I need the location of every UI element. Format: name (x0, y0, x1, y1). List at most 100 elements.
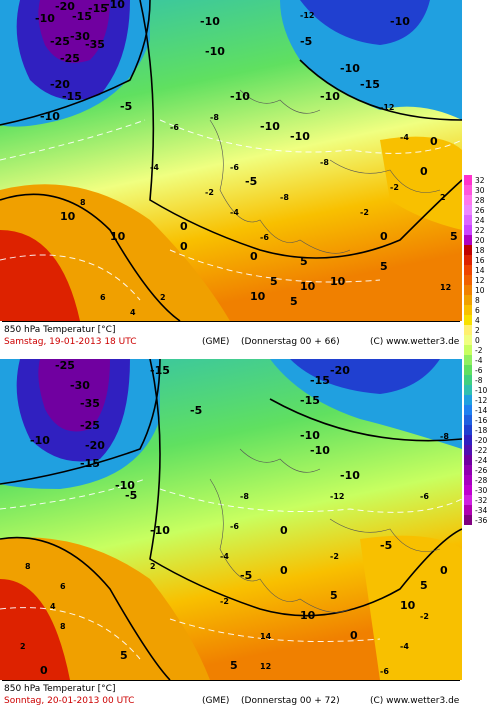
contour-label: -10 (290, 130, 310, 143)
contour-label: -8 (210, 113, 219, 122)
contour-label: -5 (190, 404, 202, 417)
contour-label: -35 (85, 38, 105, 51)
contour-label: -20 (50, 78, 70, 91)
colorbar-cell (464, 265, 472, 275)
colorbar-cell (464, 275, 472, 285)
warm-region-east-2 (360, 535, 462, 680)
map-panel-1: -10 -20 -15 -15 -10 -25 -30 -35 -25 -20 -15 -10 -5 -1… (0, 0, 497, 352)
colorbar-cell (464, 365, 472, 375)
coldest-core-west (38, 0, 111, 63)
colorbar-tick-label: -28 (475, 476, 487, 485)
temperature-map-2: -25-30-35-25-20-15-10-15-10-5-10-5-15-20… (0, 359, 462, 680)
contour-label: -20 (85, 439, 105, 452)
colorbar-tick-label: 10 (475, 286, 485, 295)
contour-label: -5 (125, 489, 137, 502)
contour-label: -10 (40, 110, 60, 123)
colorbar-tick-label: 32 (475, 176, 485, 185)
contour-label: 5 (290, 295, 298, 308)
contour-label: -10 (310, 444, 330, 457)
contour-label: 2 (150, 562, 156, 571)
colorbar-cell (464, 495, 472, 505)
run-info-2: (Donnerstag 00 + 72) (241, 696, 340, 706)
colorbar-tick-label: -2 (475, 346, 483, 355)
contour-label: 8 (60, 622, 66, 631)
contour-label: -25 (60, 52, 80, 65)
colorbar-cell (464, 325, 472, 335)
model-name-1: (GME) (202, 337, 230, 347)
contour-label: -8 (240, 492, 249, 501)
contour-label: -6 (230, 163, 239, 172)
contour-label: -4 (150, 163, 159, 172)
colorbar-tick-label: 12 (475, 276, 485, 285)
contour-label: -4 (220, 552, 229, 561)
colorbar-tick-label: -4 (475, 356, 483, 365)
valid-date-2: Sonntag, 20-01-2013 00 UTC (4, 696, 135, 706)
map-title-2: 850 hPa Temperatur [°C] (4, 684, 116, 694)
contour-label: 0 (280, 524, 288, 537)
contour-label: -6 (230, 522, 239, 531)
contour-label: -10 (260, 120, 280, 133)
colorbar-cell (464, 405, 472, 415)
isotherms-dashed-2 (0, 478, 462, 660)
colorbar-tick-label: -14 (475, 406, 487, 415)
contour-label: -10 (30, 434, 50, 447)
colorbar-cell (464, 185, 472, 195)
colorbar-tick-label: -16 (475, 416, 487, 425)
contour-label: -10 (320, 90, 340, 103)
isotherms-black (0, 0, 462, 321)
contour-label: -25 (55, 359, 75, 372)
colorbar-cell (464, 225, 472, 235)
colorbar-tick-label: -36 (475, 516, 487, 525)
contour-label: -2 (220, 597, 229, 606)
caption-row-1: Samstag, 19-01-2013 18 UTC (GME) (Donner… (4, 336, 460, 348)
contour-label: -15 (88, 2, 108, 15)
contour-label: 6 (100, 293, 106, 302)
colorbar-cell (464, 445, 472, 455)
credit-1: (C) www.wetter3.de (370, 337, 460, 347)
contour-label: 10 (300, 280, 316, 293)
coldest-core-west-2 (38, 359, 111, 432)
colorbar-tick-label: -20 (475, 436, 487, 445)
contour-label: -15 (150, 364, 170, 377)
colorbar-tick-label: -24 (475, 456, 487, 465)
colorbar-cell (464, 485, 472, 495)
contour-labels-1: -10-20-15-15-10-25 -30-35-25-20-15-10-5-1… (35, 0, 458, 317)
contour-label: -15 (80, 457, 100, 470)
cold-region-east (280, 0, 462, 120)
map-title-1: 850 hPa Temperatur [°C] (4, 325, 116, 335)
colorbar-tick-label: 26 (475, 206, 485, 215)
credit-2: (C) www.wetter3.de (370, 696, 460, 706)
colorbar-tick-label: -26 (475, 466, 487, 475)
colorbar-cell (464, 255, 472, 265)
colorbar-tick-label: 2 (475, 326, 480, 335)
colorbar-cell (464, 345, 472, 355)
contour-label: 5 (300, 255, 308, 268)
colorbar-tick-label: 6 (475, 306, 480, 315)
isotherms-dashed (0, 119, 462, 301)
contour-label: 0 (420, 165, 428, 178)
contour-label: 14 (260, 632, 272, 641)
very-cold-core-east-2 (290, 359, 440, 394)
coastlines-2 (209, 448, 441, 613)
contour-label: -25 (80, 419, 100, 432)
colorbar-cell (464, 505, 472, 515)
contour-label: -15 (310, 374, 330, 387)
contour-label: -12 (330, 492, 344, 501)
colorbar-tick-label: 22 (475, 226, 485, 235)
contour-label: -8 (320, 158, 329, 167)
contour-label: 0 (180, 220, 188, 233)
colorbar-cell (464, 355, 472, 365)
contour-label: 10 (330, 275, 346, 288)
contour-label: -10 (105, 0, 125, 11)
colorbar-cell (464, 195, 472, 205)
contour-label: -2 (420, 612, 429, 621)
contour-label: 10 (300, 609, 316, 622)
colorbar-tick-label: 30 (475, 186, 485, 195)
contour-label: 12 (440, 283, 451, 292)
caption-2: 850 hPa Temperatur [°C] Sonntag, 20-01-2… (2, 680, 460, 709)
contour-label: -10 (115, 479, 135, 492)
contour-label: 0 (280, 564, 288, 577)
contour-label: -8 (280, 193, 289, 202)
colorbar-tick-label: 0 (475, 336, 480, 345)
contour-label: -10 (205, 45, 225, 58)
